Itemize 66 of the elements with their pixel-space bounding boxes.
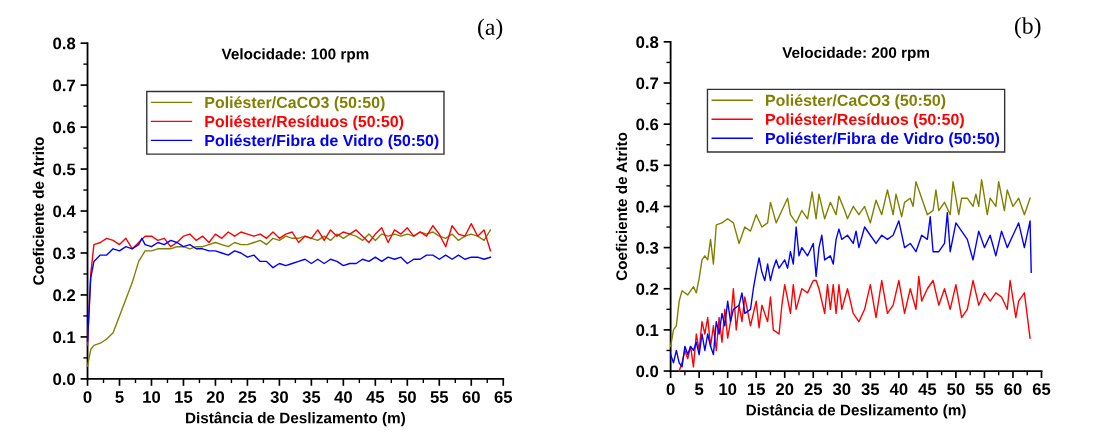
y-tick-label: 0.2 [636, 283, 659, 295]
y-tick-label: 0.6 [636, 118, 659, 131]
line-series [86, 222, 492, 347]
x-tick-label: 65 [1032, 383, 1051, 396]
y-tick-label: 0.3 [636, 241, 659, 254]
line-series [86, 237, 492, 342]
y-axis-title: Coeficiente de Atrito [32, 137, 44, 285]
x-tick-label: 5 [695, 383, 704, 396]
y-tick-label: 0.4 [636, 200, 659, 213]
x-tick-label: 5 [115, 391, 124, 403]
legend-label: Poliéster/CaCO3 (50:50) [205, 96, 385, 112]
x-tick-label: 60 [1004, 383, 1022, 396]
x-tick-label: 20 [206, 391, 225, 403]
chart-title: Velocidade: 200 rpm [782, 46, 929, 62]
y-tick-label: 0.2 [53, 289, 76, 302]
line-series [669, 211, 1032, 368]
x-tick-label: 20 [776, 383, 794, 396]
x-tick-label: 40 [889, 383, 908, 396]
x-tick-label: 10 [719, 383, 737, 396]
x-tick-label: 0 [83, 391, 92, 403]
x-tick-label: 15 [747, 383, 766, 396]
y-tick-label: 0.5 [53, 163, 76, 176]
x-tick-label: 45 [366, 391, 385, 403]
text: (a) [478, 18, 503, 40]
x-tick-label: 0 [666, 383, 675, 396]
x-tick-label: 55 [430, 391, 449, 403]
line-series [86, 229, 492, 367]
x-tick-label: 10 [143, 391, 161, 403]
y-tick-label: 0.7 [53, 79, 75, 92]
legend-label: Poliéster/Fibra de Vidro (50:50) [205, 134, 439, 150]
y-tick-label: 0.7 [636, 77, 659, 90]
x-tick-label: 30 [270, 391, 288, 403]
y-tick-label: 0.5 [636, 159, 659, 172]
y-tick-label: 0.8 [636, 36, 659, 49]
x-tick-label: 40 [334, 391, 352, 403]
x-axis-title: Distância de Deslizamento (m) [746, 403, 966, 419]
y-tick-label: 0.4 [53, 205, 76, 218]
x-tick-label: 50 [398, 391, 416, 403]
x-tick-label: 35 [861, 383, 880, 396]
y-tick-label: 0.0 [636, 365, 659, 378]
legend-label: Poliéster/Resíduos (50:50) [205, 115, 404, 131]
legend-label: Poliéster/CaCO3 (50:50) [766, 94, 946, 110]
x-tick-label: 55 [975, 383, 994, 396]
x-tick-label: 50 [947, 383, 965, 396]
y-tick-label: 0.0 [53, 373, 76, 386]
line-series [669, 179, 1031, 348]
y-tick-label: 0.1 [636, 324, 659, 337]
x-tick-label: 65 [494, 391, 513, 403]
chart-title: Velocidade: 100 rpm [221, 48, 369, 63]
legend-label: Poliéster/Fibra de Vidro (50:50) [766, 132, 1000, 148]
line-series [678, 275, 1031, 372]
y-axis-title: Coeficiente de Atrito [615, 132, 628, 281]
x-tick-label: 15 [175, 391, 193, 403]
x-tick-label: 45 [918, 383, 937, 396]
y-tick-label: 0.8 [53, 37, 76, 50]
x-tick-label: 25 [238, 391, 257, 403]
x-tick-label: 35 [302, 391, 321, 403]
x-tick-label: 60 [462, 391, 480, 403]
x-tick-label: 25 [804, 383, 823, 396]
x-axis-title: Distância de Deslizamento (m) [186, 411, 405, 427]
text: (b) [1015, 17, 1041, 39]
y-tick-label: 0.3 [53, 247, 76, 260]
y-tick-label: 0.1 [53, 331, 76, 344]
legend-label: Poliéster/Resíduos (50:50) [766, 113, 964, 129]
y-tick-label: 0.6 [53, 121, 76, 134]
x-tick-label: 30 [832, 383, 851, 396]
